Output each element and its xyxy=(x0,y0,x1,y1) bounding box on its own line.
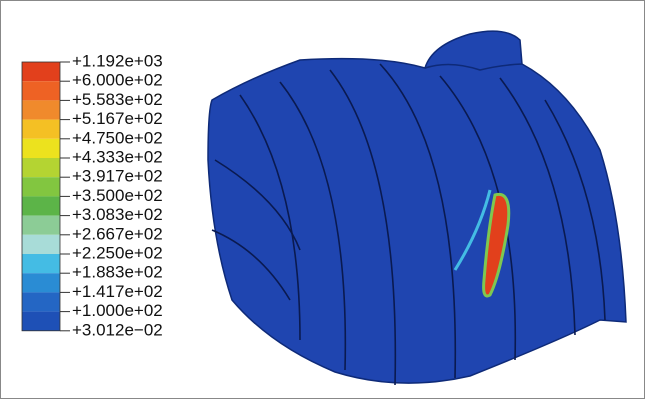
legend-band xyxy=(22,100,60,119)
legend-band xyxy=(22,177,60,196)
legend-band xyxy=(22,196,60,215)
legend-label: +4.333e+02 xyxy=(72,147,163,166)
legend-label: +1.192e+03 xyxy=(72,51,163,70)
legend-band xyxy=(22,235,60,254)
legend-label: +5.167e+02 xyxy=(72,109,163,128)
legend-label: +3.917e+02 xyxy=(72,167,163,186)
legend-band xyxy=(22,62,60,81)
legend-label: +2.667e+02 xyxy=(72,224,163,243)
legend-band xyxy=(22,292,60,311)
legend-label: +6.000e+02 xyxy=(72,71,163,90)
legend-band xyxy=(22,216,60,235)
legend-band xyxy=(22,139,60,158)
legend: +1.192e+03+6.000e+02+5.583e+02+5.167e+02… xyxy=(22,51,163,339)
legend-label: +5.583e+02 xyxy=(72,90,163,109)
legend-band xyxy=(22,273,60,292)
legend-band xyxy=(22,120,60,139)
legend-label: +3.012e−02 xyxy=(72,320,163,339)
legend-label: +1.000e+02 xyxy=(72,301,163,320)
legend-label: +1.883e+02 xyxy=(72,263,163,282)
legend-label: +4.750e+02 xyxy=(72,128,163,147)
legend-label: +3.083e+02 xyxy=(72,205,163,224)
legend-band xyxy=(22,158,60,177)
legend-band xyxy=(22,312,60,331)
legend-band xyxy=(22,81,60,100)
legend-label: +3.500e+02 xyxy=(72,186,163,205)
legend-label: +1.417e+02 xyxy=(72,282,163,301)
screenshot: +1.192e+03+6.000e+02+5.583e+02+5.167e+02… xyxy=(0,0,646,400)
legend-label: +2.250e+02 xyxy=(72,243,163,262)
legend-band xyxy=(22,254,60,273)
